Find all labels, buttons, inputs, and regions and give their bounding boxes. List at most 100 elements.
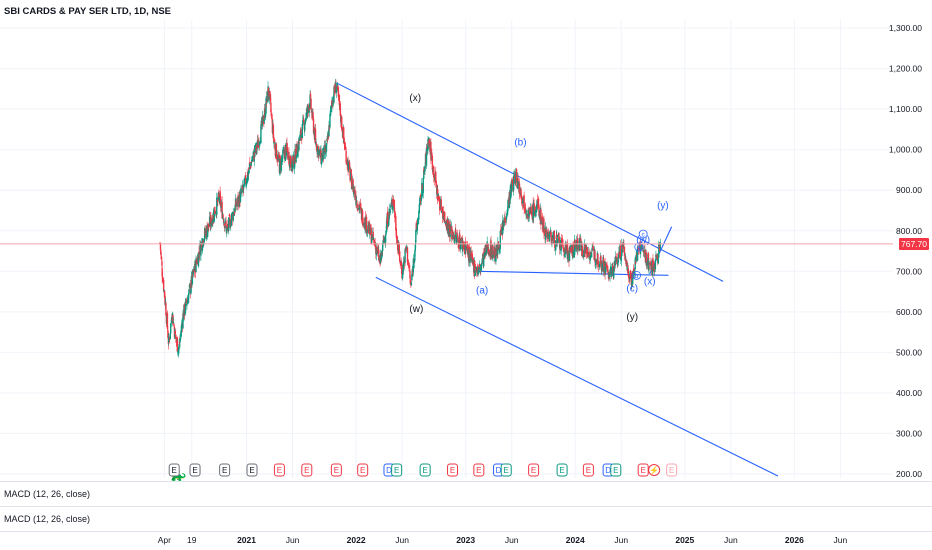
candle-body (656, 259, 658, 261)
x-tick-label: 2025 (675, 535, 694, 545)
earnings-marker[interactable]: E (168, 463, 180, 477)
price-axis[interactable]: 200.00 300.00 400.00 500.00 600.00 700.00 800.… (889, 23, 922, 479)
candle-body (560, 239, 562, 251)
candle-body (547, 231, 550, 233)
candle-body (310, 110, 313, 112)
candle-body (350, 169, 352, 173)
marker-shape (330, 463, 342, 477)
earnings-marker[interactable]: E (473, 463, 485, 477)
candle-body (497, 241, 500, 250)
candle-body (645, 252, 648, 262)
candle-body (263, 119, 265, 122)
candle-body (464, 247, 467, 254)
earnings-marker[interactable]: E (301, 463, 313, 477)
candle-body (286, 142, 288, 150)
earnings-marker[interactable]: E (357, 463, 369, 477)
candle-body (440, 199, 442, 212)
trend-line[interactable] (336, 82, 724, 282)
candle-body (519, 194, 521, 197)
candle-body (520, 195, 523, 200)
marker-shape (301, 463, 313, 477)
candle-body (308, 106, 310, 113)
candle-body (393, 200, 396, 211)
candle-body (387, 211, 389, 227)
candle-body (640, 246, 642, 252)
trend-line[interactable] (375, 276, 779, 477)
candle-body (500, 231, 502, 234)
candle-body (417, 220, 419, 222)
candle-body (208, 226, 210, 228)
candle-body (244, 180, 246, 182)
candle-body (201, 243, 203, 250)
earnings-marker[interactable]: E (610, 463, 622, 477)
candle-body (243, 178, 245, 187)
candle-body (165, 303, 167, 316)
candle-body (348, 162, 351, 169)
x-tick-label: Apr (158, 535, 171, 545)
candle-body (258, 142, 261, 146)
earnings-marker[interactable]: E (391, 463, 403, 477)
earnings-marker[interactable]: E (637, 463, 649, 477)
earnings-marker[interactable]: E (556, 463, 568, 477)
candle-body (248, 163, 251, 168)
split-marker[interactable]: ⚡ (648, 464, 661, 476)
earnings-marker[interactable]: E (582, 463, 594, 477)
time-axis[interactable]: Apr 19 2021 Jun 2022 Jun 2023 Jun 2024 Jun 2025 Jun… (158, 535, 848, 545)
candle-body (217, 193, 219, 201)
candle-body (404, 249, 406, 263)
candle-body (439, 202, 441, 211)
earnings-marker[interactable]: E (246, 463, 258, 477)
earnings-marker[interactable]: E (219, 463, 231, 477)
candle-body (178, 343, 180, 350)
macd-pane-1[interactable]: MACD (12, 26, close) (0, 481, 932, 506)
candle-body (282, 149, 284, 159)
candle-body (314, 137, 317, 144)
earnings-marker[interactable]: E (666, 463, 678, 477)
candle-body (648, 261, 650, 271)
candle-body (282, 151, 285, 153)
candle-body (469, 252, 471, 263)
candle-body (223, 221, 225, 225)
trend-line[interactable] (476, 270, 669, 276)
earnings-marker[interactable]: E (447, 463, 459, 477)
candle-body (314, 128, 317, 139)
earnings-marker[interactable]: E (189, 463, 201, 477)
candle-body (170, 323, 172, 334)
candle-body (592, 248, 595, 250)
candle-body (331, 100, 333, 106)
candle-body (307, 104, 309, 114)
candle-body (161, 276, 164, 283)
candle-body (188, 289, 190, 296)
earnings-marker[interactable]: E (330, 463, 342, 477)
candle-body (195, 260, 198, 263)
candle-body (175, 334, 177, 339)
earnings-marker[interactable]: E (528, 463, 540, 477)
candle-body (399, 251, 401, 262)
candle-body (515, 168, 518, 184)
symbol-title[interactable]: SBI CARDS & PAY SER LTD, 1D, NSE (4, 6, 171, 17)
candle-body (176, 337, 178, 352)
candle-body (359, 204, 361, 210)
candle-body (189, 283, 192, 294)
candle-body (417, 221, 420, 223)
candle-body (419, 195, 422, 197)
earnings-marker[interactable]: E (419, 463, 431, 477)
candle-body (516, 177, 519, 189)
marker-shape (419, 463, 431, 477)
candle-body (445, 222, 447, 224)
candle-body (518, 183, 521, 194)
candle-body (387, 225, 389, 226)
earnings-marker[interactable]: E (273, 463, 285, 477)
candle-body (471, 253, 473, 261)
y-tick-label: 1,100.00 (889, 104, 922, 114)
wave-label: (w) (636, 235, 650, 246)
candle-body (355, 195, 357, 205)
candle-body (431, 155, 434, 171)
candle-body (218, 193, 221, 203)
candle-body (400, 261, 402, 266)
earnings-marker[interactable]: E (500, 463, 512, 477)
candle-body (460, 242, 462, 250)
macd-pane-2[interactable]: MACD (12, 26, close) (0, 506, 932, 531)
